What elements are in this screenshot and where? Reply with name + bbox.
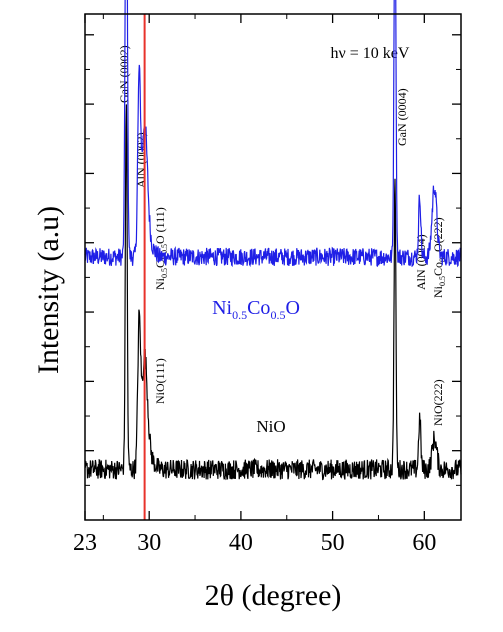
series-label-nico-sub2: 0.5 xyxy=(270,308,285,322)
annotation-nico-111-sub2: 0.5 xyxy=(160,244,169,254)
y-axis-title: Intensity (a.u) xyxy=(32,206,65,374)
annotation-gan-0002: GaN (0002) xyxy=(117,45,131,103)
series-label-nico-base2: Co xyxy=(247,297,270,319)
axis-ticks: 23 30 40 50 60 xyxy=(73,13,462,556)
series-line-nio xyxy=(84,104,462,481)
annotation-nio-222: NiO(222) xyxy=(431,379,445,426)
annotation-nico-111-base1: Ni xyxy=(153,277,167,290)
x-tick-label: 23 xyxy=(73,530,97,556)
series-line-nico xyxy=(84,0,462,268)
x-tick-label: 30 xyxy=(137,530,161,556)
x-axis-title: 2θ (degree) xyxy=(205,579,342,612)
annotation-nico-222-base2: Co xyxy=(431,262,445,276)
annotation-nico-222-base1: Ni xyxy=(431,285,445,298)
plot-area xyxy=(84,0,462,520)
series-label-nico-base3: O xyxy=(285,297,299,319)
annotation-nio-111: NiO(111) xyxy=(153,358,167,404)
x-tick-label: 60 xyxy=(412,530,436,556)
series-label-nio: NiO xyxy=(256,417,285,436)
series-label-nico-base1: Ni xyxy=(212,297,232,319)
series-label-nico-sub1: 0.5 xyxy=(232,308,247,322)
annotation-nico-222-sub1: 0.5 xyxy=(438,276,447,286)
annotation-nico-111-base3: O (111) xyxy=(153,207,167,244)
annotation-gan-0004: GaN (0004) xyxy=(395,88,409,146)
x-tick-label: 50 xyxy=(321,530,345,556)
photon-energy-label: hν = 10 keV xyxy=(331,45,410,62)
x-tick-label: 40 xyxy=(229,530,253,556)
plot-frame xyxy=(84,13,462,521)
series-label-nico: Ni0.5Co0.5O xyxy=(212,297,300,322)
annotation-nico-111-sub1: 0.5 xyxy=(160,268,169,278)
